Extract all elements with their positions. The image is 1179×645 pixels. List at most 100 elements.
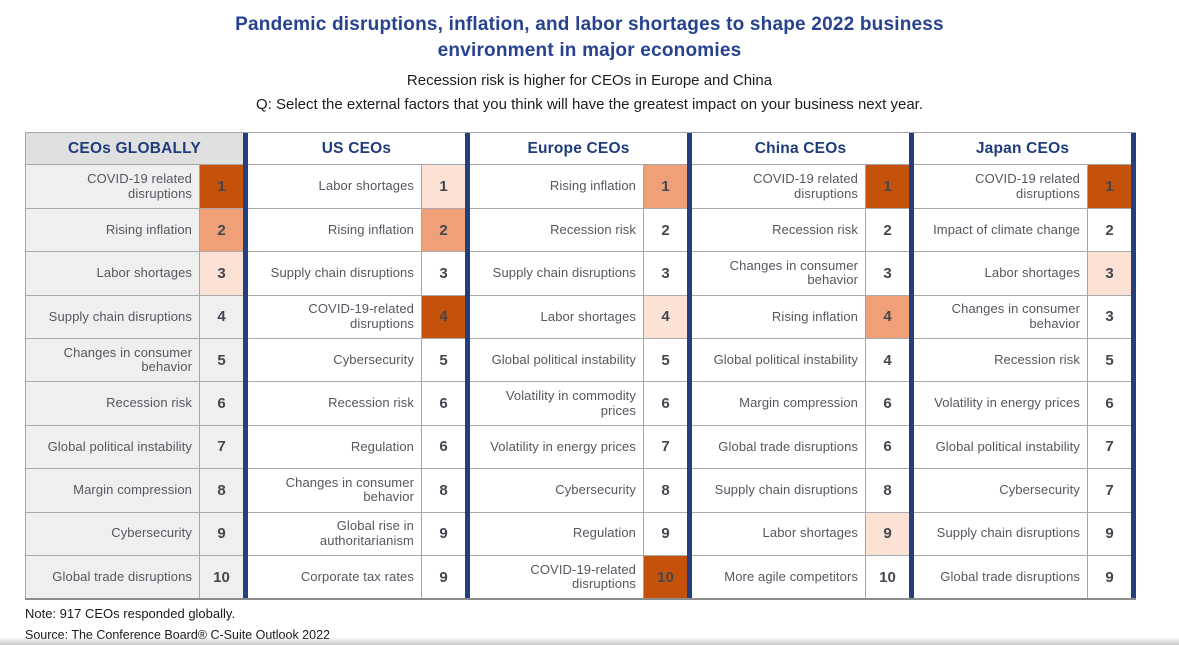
rank-cell: 3	[422, 252, 465, 295]
rank-cell: 1	[200, 165, 243, 208]
rank-cell: 3	[1088, 252, 1131, 295]
factor-label: Supply chain disruptions	[248, 252, 422, 295]
table-row: Rising inflation 2	[26, 208, 243, 253]
table-row: Changes in consumer behavior 5	[26, 339, 243, 383]
factor-label: Global trade disruptions	[692, 425, 866, 469]
rank-cell: 6	[644, 382, 687, 425]
factor-label: Supply chain disruptions	[914, 512, 1088, 555]
rank-cell: 9	[422, 512, 465, 555]
factor-label: Cybersecurity	[470, 469, 644, 512]
rank-cell: 6	[422, 382, 465, 425]
table-row: Changes in consumer behavior 3	[692, 252, 909, 296]
factor-label: Rising inflation	[248, 208, 422, 252]
rank-cell: 6	[200, 382, 243, 425]
rank-cell: 8	[200, 469, 243, 512]
rank-cell: 9	[422, 555, 465, 599]
rank-cell: 4	[422, 295, 465, 338]
rank-cell: 7	[200, 425, 243, 469]
rank-cell: 9	[1088, 555, 1131, 599]
rank-cell: 9	[1088, 512, 1131, 555]
factor-label: Regulation	[470, 512, 644, 555]
column-china-ceos: China CEOs COVID-19 related disruptions 1 R…	[692, 133, 914, 599]
column-header: Europe CEOs	[470, 133, 687, 166]
survey-question: Q: Select the external factors that you …	[255, 95, 924, 113]
factor-label: Changes in consumer behavior	[248, 469, 422, 512]
factor-label: Volatility in energy prices	[914, 382, 1088, 425]
table-row: Global political instability 7	[914, 425, 1131, 470]
table-row: COVID-19 related disruptions 1	[26, 165, 243, 209]
rank-cell: 3	[866, 252, 909, 295]
column-us-ceos: US CEOs Labor shortages 1 Rising inflation 2…	[248, 133, 470, 599]
factor-label: Supply chain disruptions	[26, 295, 200, 338]
table-row: Margin compression 6	[692, 382, 909, 426]
page-title-line1: Pandemic disruptions, inflation, and lab…	[235, 14, 944, 35]
table-row: Changes in consumer behavior 8	[248, 469, 465, 513]
factor-label: Labor shortages	[914, 252, 1088, 295]
rank-cell: 6	[866, 425, 909, 469]
table-row: Recession risk 6	[248, 382, 465, 426]
rank-cell: 4	[866, 339, 909, 382]
table-row: Global political instability 5	[470, 339, 687, 383]
rank-cell: 9	[866, 512, 909, 555]
factor-label: Global trade disruptions	[914, 555, 1088, 599]
rank-cell: 1	[866, 165, 909, 208]
table-row: Volatility in energy prices 6	[914, 382, 1131, 426]
factor-label: COVID-19 related disruptions	[26, 165, 200, 208]
factor-label: COVID-19 related disruptions	[692, 165, 866, 208]
column-header: CEOs GLOBALLY	[26, 133, 243, 166]
table-row: Labor shortages 3	[26, 252, 243, 296]
table-row: Global trade disruptions 10	[26, 555, 243, 599]
note-line: Note: 917 CEOs responded globally.	[25, 606, 236, 622]
table-row: COVID-19-related disruptions 4	[248, 295, 465, 339]
rank-cell: 7	[644, 425, 687, 469]
factor-label: Recession risk	[692, 208, 866, 252]
rank-cell: 10	[644, 555, 687, 599]
table-row: Recession risk 2	[692, 208, 909, 253]
table-row: Rising inflation 2	[248, 208, 465, 253]
table-row: Supply chain disruptions 3	[470, 252, 687, 296]
factor-label: Labor shortages	[26, 252, 200, 295]
factor-label: Corporate tax rates	[248, 555, 422, 599]
rank-cell: 4	[200, 295, 243, 338]
table-row: Supply chain disruptions 8	[692, 469, 909, 513]
table-row: Labor shortages 4	[470, 295, 687, 339]
rank-cell: 4	[644, 295, 687, 338]
table-row: Recession risk 2	[470, 208, 687, 253]
table-row: Rising inflation 1	[470, 165, 687, 209]
rank-cell: 1	[422, 165, 465, 208]
table-row: More agile competitors 10	[692, 555, 909, 599]
factor-label: Labor shortages	[248, 165, 422, 208]
factor-label: Volatility in commodity prices	[470, 382, 644, 425]
rank-cell: 3	[644, 252, 687, 295]
rank-cell: 5	[422, 339, 465, 382]
factor-label: Recession risk	[470, 208, 644, 252]
factor-label: Recession risk	[914, 339, 1088, 382]
table-row: Labor shortages 1	[248, 165, 465, 209]
rank-cell: 5	[200, 339, 243, 382]
table-row: Global trade disruptions 9	[914, 555, 1131, 599]
column-header: China CEOs	[692, 133, 909, 166]
factor-label: Global rise in authoritarianism	[248, 512, 422, 555]
rank-cell: 10	[866, 555, 909, 599]
factor-label: More agile competitors	[692, 555, 866, 599]
table-row: COVID-19-related disruptions 10	[470, 555, 687, 599]
rank-cell: 2	[866, 208, 909, 252]
table-row: Rising inflation 4	[692, 295, 909, 339]
table-row: Cybersecurity 5	[248, 339, 465, 383]
factor-label: Cybersecurity	[914, 469, 1088, 512]
table-row: Global political instability 4	[692, 339, 909, 383]
column-japan-ceos: Japan CEOs COVID-19 related disruptions 1 I…	[914, 133, 1136, 599]
table-row: Global political instability 7	[26, 425, 243, 470]
page-title: Pandemic disruptions, inflation, and lab…	[0, 12, 1179, 64]
factor-label: Global political instability	[470, 339, 644, 382]
table-row: Cybersecurity 7	[914, 469, 1131, 513]
factor-label: Recession risk	[26, 382, 200, 425]
factor-label: Rising inflation	[692, 295, 866, 338]
table-row: Global trade disruptions 6	[692, 425, 909, 470]
rank-cell: 2	[200, 208, 243, 252]
factor-label: Changes in consumer behavior	[26, 339, 200, 382]
ranking-table: CEOs GLOBALLY COVID-19 related disruption…	[25, 132, 1136, 601]
table-row: Labor shortages 3	[914, 252, 1131, 296]
factor-label: Global political instability	[26, 425, 200, 469]
table-row: Margin compression 8	[26, 469, 243, 513]
